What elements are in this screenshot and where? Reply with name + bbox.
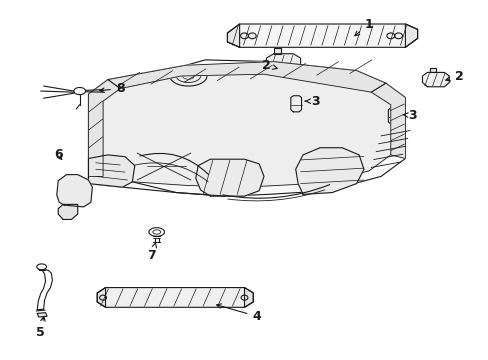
Text: 3: 3 — [402, 109, 416, 122]
Text: 4: 4 — [216, 304, 261, 323]
Polygon shape — [88, 80, 120, 176]
Polygon shape — [97, 288, 253, 307]
Text: 8: 8 — [100, 82, 124, 95]
Polygon shape — [227, 24, 417, 47]
Text: 7: 7 — [147, 243, 156, 262]
Text: 2: 2 — [445, 69, 463, 82]
Polygon shape — [227, 24, 239, 47]
Polygon shape — [88, 155, 135, 187]
Polygon shape — [244, 288, 253, 307]
Polygon shape — [370, 83, 405, 158]
Polygon shape — [422, 72, 448, 87]
Text: 2: 2 — [262, 59, 277, 72]
Polygon shape — [290, 96, 301, 112]
Polygon shape — [57, 175, 92, 207]
Polygon shape — [429, 68, 435, 72]
Polygon shape — [195, 159, 264, 196]
Polygon shape — [387, 108, 398, 124]
Polygon shape — [37, 313, 47, 317]
Polygon shape — [108, 62, 385, 92]
Text: 3: 3 — [305, 95, 319, 108]
Polygon shape — [266, 54, 300, 72]
Polygon shape — [88, 60, 405, 196]
Text: 6: 6 — [54, 148, 62, 161]
Polygon shape — [295, 148, 363, 194]
Text: 5: 5 — [36, 317, 45, 339]
Polygon shape — [273, 48, 281, 54]
Polygon shape — [405, 24, 417, 47]
Polygon shape — [58, 204, 78, 220]
Text: 1: 1 — [354, 18, 372, 36]
Polygon shape — [97, 288, 105, 307]
Polygon shape — [103, 72, 390, 187]
